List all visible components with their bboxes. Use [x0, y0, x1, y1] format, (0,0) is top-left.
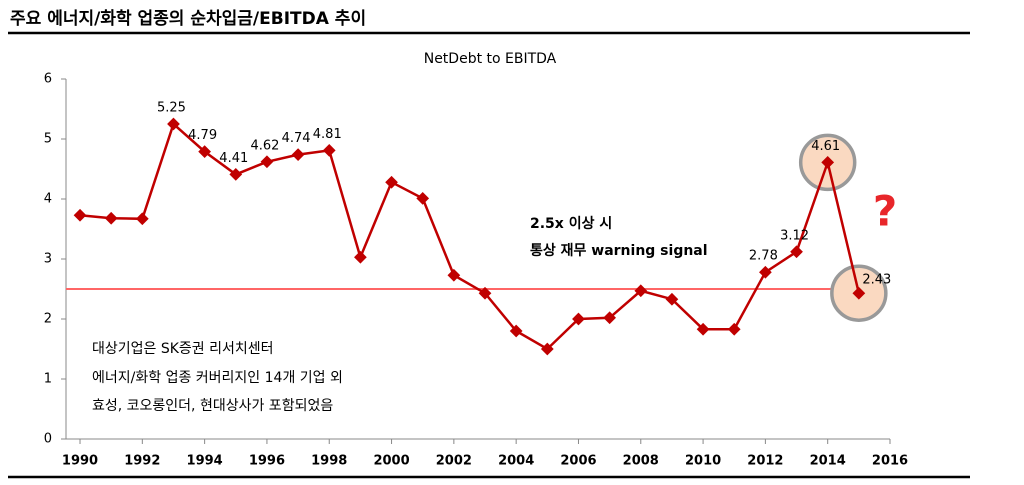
- data-label: 4.41: [219, 151, 248, 166]
- point-marker: [104, 211, 118, 225]
- point-marker: [229, 168, 243, 181]
- data-label: 2.78: [749, 249, 778, 264]
- data-label: 2.43: [862, 273, 891, 288]
- point-marker: [447, 268, 461, 282]
- point-marker: [291, 148, 305, 161]
- note: 에너지/화학 업종 커버리지인 14개 기업 외: [92, 370, 343, 386]
- x-tick-label: 1992: [124, 454, 160, 469]
- series-line: [79, 121, 861, 351]
- y-tick-label: 1: [44, 372, 52, 387]
- x-tick-label: 2010: [685, 454, 721, 469]
- x-tick-label: 2002: [436, 454, 472, 469]
- point-marker: [73, 208, 87, 222]
- x-tick-label: 1994: [187, 454, 223, 469]
- annotation: 통상 재무 warning signal: [530, 243, 708, 259]
- point-marker: [260, 155, 274, 169]
- point-marker: [135, 212, 149, 226]
- point-marker: [759, 265, 772, 279]
- x-tick-label: 1996: [249, 454, 285, 469]
- point-marker: [354, 250, 367, 264]
- question-mark: ?: [873, 187, 897, 236]
- x-tick-label: 2014: [810, 454, 846, 469]
- note: 대상기업은 SK증권 리서치센터: [92, 341, 274, 357]
- data-label: 4.62: [250, 138, 279, 153]
- x-tick-label: 2008: [623, 454, 659, 469]
- x-tick-label: 2012: [747, 454, 783, 469]
- data-label: 4.79: [188, 128, 217, 143]
- point-marker: [322, 144, 336, 157]
- point-marker: [478, 286, 492, 300]
- data-label: 4.61: [811, 139, 840, 154]
- y-tick-label: 6: [44, 72, 52, 87]
- data-label: 5.25: [157, 101, 186, 116]
- point-marker: [416, 192, 430, 205]
- header-title: 주요 에너지/화학 업종의 순차입금/EBITDA 추이: [10, 9, 366, 29]
- point-marker: [385, 175, 398, 189]
- x-tick-label: 2004: [498, 454, 534, 469]
- data-label: 4.74: [282, 131, 311, 146]
- data-label: 4.81: [313, 127, 342, 142]
- y-tick-label: 4: [44, 192, 52, 207]
- x-tick-label: 2016: [872, 454, 908, 469]
- y-tick-label: 0: [44, 432, 52, 447]
- x-tick-label: 2000: [373, 454, 409, 469]
- point-marker: [167, 117, 180, 131]
- x-tick-label: 1990: [62, 454, 98, 469]
- point-marker: [509, 324, 523, 338]
- data-label: 3.12: [780, 228, 809, 243]
- y-tick-label: 2: [44, 312, 52, 327]
- point-marker: [790, 245, 803, 259]
- note: 효성, 코오롱인더, 현대상사가 포함되었음: [92, 398, 333, 414]
- point-marker: [198, 145, 211, 158]
- y-tick-label: 3: [44, 252, 52, 267]
- y-tick-label: 5: [44, 132, 52, 147]
- chart-title: NetDebt to EBITDA: [424, 51, 557, 67]
- x-tick-label: 2006: [560, 454, 596, 469]
- point-marker: [727, 322, 741, 336]
- annotation: 2.5x 이상 시: [530, 215, 612, 232]
- x-tick-label: 1998: [311, 454, 347, 469]
